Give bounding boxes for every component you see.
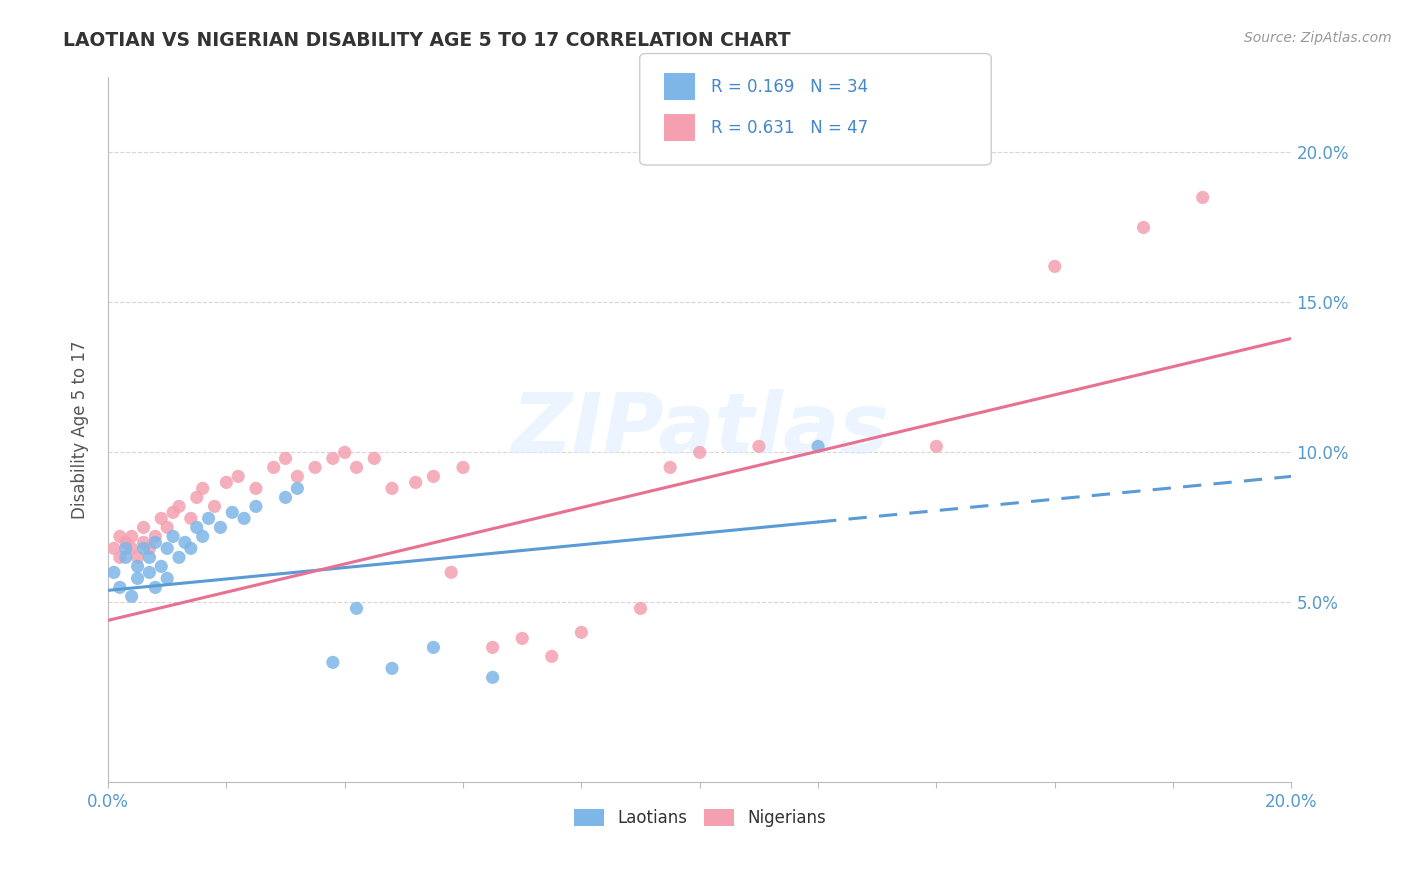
Point [132,535,155,549]
Point [143,535,166,549]
Point [180,511,202,525]
Point [1132,220,1154,235]
Point [156,571,179,585]
Point [114,550,136,565]
Point [245,500,267,514]
Point [807,439,830,453]
Point [481,640,503,655]
Point [108,529,131,543]
Point [127,571,149,585]
Point [322,656,344,670]
Point [103,541,125,556]
Point [191,482,214,496]
Text: R = 0.631   N = 47: R = 0.631 N = 47 [711,119,869,136]
Point [363,451,385,466]
Point [1043,260,1066,274]
Point [167,500,190,514]
Point [1191,190,1213,204]
Point [150,559,173,574]
Point [143,529,166,543]
Point [167,550,190,565]
Point [405,475,427,490]
Point [186,520,208,534]
Point [121,590,143,604]
Point [304,460,326,475]
Point [285,482,308,496]
Point [127,559,149,574]
Point [226,469,249,483]
Point [381,661,404,675]
Legend: Laotians, Nigerians: Laotians, Nigerians [567,803,832,834]
Point [108,550,131,565]
Point [481,670,503,684]
Point [114,535,136,549]
Point [127,550,149,565]
Point [630,601,652,615]
Point [191,529,214,543]
Point [510,632,533,646]
Point [925,439,948,453]
Point [114,541,136,556]
Point [285,469,308,483]
Point [333,445,356,459]
Point [274,451,297,466]
Point [121,541,143,556]
Point [156,541,179,556]
Point [162,529,184,543]
Point [138,566,160,580]
Point [689,445,711,459]
Point [209,520,232,534]
Point [138,541,160,556]
Point [162,505,184,519]
Point [659,460,682,475]
Point [204,500,226,514]
Y-axis label: Disability Age 5 to 17: Disability Age 5 to 17 [72,341,89,519]
Point [233,511,256,525]
Point [132,541,155,556]
Point [121,529,143,543]
Point [221,505,243,519]
Point [197,511,219,525]
Point [381,482,404,496]
Point [108,580,131,594]
Point [132,520,155,534]
Point [156,520,179,534]
Text: R = 0.169   N = 34: R = 0.169 N = 34 [711,78,869,95]
Point [103,566,125,580]
Text: ZIPatlas: ZIPatlas [510,390,889,470]
Point [143,580,166,594]
Point [322,451,344,466]
Point [150,511,173,525]
Point [174,535,197,549]
Point [748,439,770,453]
Point [180,541,202,556]
Point [422,469,444,483]
Point [245,482,267,496]
Point [540,649,562,664]
Point [440,566,463,580]
Point [451,460,474,475]
Point [422,640,444,655]
Text: LAOTIAN VS NIGERIAN DISABILITY AGE 5 TO 17 CORRELATION CHART: LAOTIAN VS NIGERIAN DISABILITY AGE 5 TO … [63,31,792,50]
Point [215,475,238,490]
Point [186,491,208,505]
Point [346,601,368,615]
Text: Source: ZipAtlas.com: Source: ZipAtlas.com [1244,31,1392,45]
Point [138,550,160,565]
Point [346,460,368,475]
Point [274,491,297,505]
Point [569,625,592,640]
Point [263,460,285,475]
